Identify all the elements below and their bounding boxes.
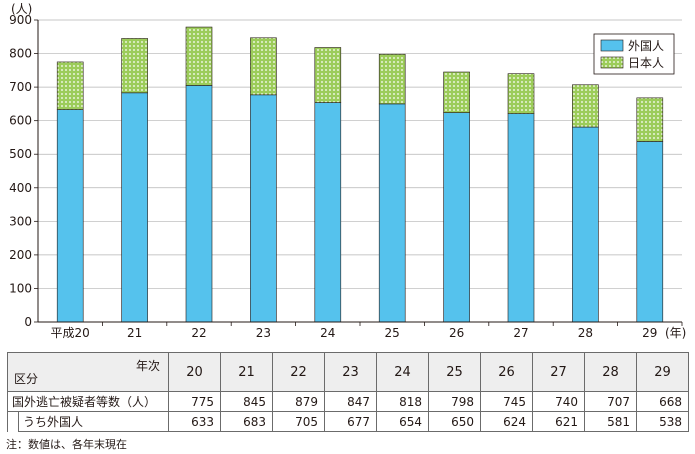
bar-japanese bbox=[56, 61, 84, 110]
bar-foreigner bbox=[56, 109, 84, 323]
table-corner-cell: 年次 区分 bbox=[7, 352, 169, 392]
year-header: 27 bbox=[532, 352, 585, 392]
y-tick-label: 100 bbox=[9, 281, 32, 295]
x-tick-label: 27 bbox=[513, 326, 528, 340]
table-header-row: 年次 区分 20 21 22 23 24 25 26 27 28 29 bbox=[7, 352, 689, 392]
x-tick-label: 平成20 bbox=[51, 326, 90, 340]
header-year-label: 年次 bbox=[135, 359, 160, 373]
year-header: 20 bbox=[168, 352, 221, 392]
row-label-foreigner: うち外国人 bbox=[18, 411, 169, 432]
data-table: 年次 区分 20 21 22 23 24 25 26 27 28 29 国外逃亡… bbox=[7, 352, 689, 432]
header-category-label: 区分 bbox=[14, 372, 39, 386]
table-cell: 745 bbox=[480, 391, 533, 412]
y-tick-label: 300 bbox=[9, 214, 32, 228]
y-tick-label: 600 bbox=[9, 114, 32, 128]
bar-foreigner bbox=[507, 113, 535, 323]
x-tick-label: 26 bbox=[449, 326, 464, 340]
y-tick-label: 400 bbox=[9, 181, 32, 195]
table-cell: 581 bbox=[584, 411, 637, 432]
table-cell: 798 bbox=[428, 391, 481, 412]
table-cell: 705 bbox=[272, 411, 325, 432]
year-header: 29 bbox=[636, 352, 689, 392]
table-cell: 668 bbox=[636, 391, 689, 412]
row-indent-spacer bbox=[7, 411, 19, 432]
table-cell: 683 bbox=[220, 411, 273, 432]
table-cell: 538 bbox=[636, 411, 689, 432]
table-cell: 818 bbox=[376, 391, 429, 412]
year-header: 28 bbox=[584, 352, 637, 392]
x-unit-label: (年) bbox=[665, 326, 686, 340]
x-tick-label: 23 bbox=[256, 326, 271, 340]
row-label-total: 国外逃亡被疑者等数（人） bbox=[7, 391, 169, 412]
y-tick-label: 900 bbox=[9, 13, 32, 27]
x-tick-label: 29 bbox=[642, 326, 657, 340]
y-tick-label: 500 bbox=[9, 147, 32, 161]
table-cell: 775 bbox=[168, 391, 221, 412]
x-tick-label: 24 bbox=[320, 326, 335, 340]
y-tick-label: 0 bbox=[24, 315, 32, 329]
y-tick-label: 200 bbox=[9, 248, 32, 262]
x-tick-label: 28 bbox=[578, 326, 593, 340]
x-tick-label: 22 bbox=[191, 326, 206, 340]
year-header: 22 bbox=[272, 352, 325, 392]
bar-foreigner bbox=[572, 126, 599, 323]
bar-foreigner bbox=[378, 103, 406, 323]
y-tick-label: 800 bbox=[9, 47, 32, 61]
bar-japanese bbox=[185, 26, 213, 86]
bar-japanese bbox=[314, 47, 342, 103]
footnote: 注：数値は、各年末現在 bbox=[6, 438, 127, 451]
bar-foreigner bbox=[314, 102, 342, 323]
bar-foreigner bbox=[185, 85, 213, 323]
x-tick-label: 25 bbox=[385, 326, 400, 340]
bar-japanese bbox=[507, 73, 535, 114]
table-cell: 650 bbox=[428, 411, 481, 432]
table-cell: 624 bbox=[480, 411, 533, 432]
bar-foreigner bbox=[443, 112, 470, 323]
legend-label-japanese: 日本人 bbox=[628, 56, 664, 70]
legend-label-foreigner: 外国人 bbox=[628, 39, 664, 53]
legend: 外国人 日本人 bbox=[593, 33, 675, 75]
table-cell: 677 bbox=[324, 411, 377, 432]
bar-foreigner bbox=[250, 94, 277, 323]
bar-foreigner bbox=[636, 141, 664, 323]
table-row-total: 国外逃亡被疑者等数（人） 775 845 879 847 818 798 745… bbox=[7, 391, 689, 412]
table-cell: 633 bbox=[168, 411, 221, 432]
bar-japanese bbox=[443, 71, 470, 113]
year-header: 24 bbox=[376, 352, 429, 392]
table-cell: 847 bbox=[324, 391, 377, 412]
table-cell: 879 bbox=[272, 391, 325, 412]
bar-japanese bbox=[250, 37, 277, 96]
legend-swatch-foreigner bbox=[600, 39, 624, 52]
stacked-bar-chart: 0 100 200 300 400 500 600 700 800 900 平成20 21 22 23 2… bbox=[9, 2, 686, 340]
year-header: 21 bbox=[220, 352, 273, 392]
bar-foreigner bbox=[121, 92, 148, 323]
table-cell: 654 bbox=[376, 411, 429, 432]
bar-japanese bbox=[572, 84, 599, 128]
year-header: 25 bbox=[428, 352, 481, 392]
table-row-foreigner: うち外国人 633 683 705 677 654 650 624 621 58… bbox=[7, 411, 689, 432]
y-unit-label: (人) bbox=[11, 2, 32, 16]
bar-japanese bbox=[121, 38, 148, 94]
y-tick-label: 700 bbox=[9, 80, 32, 94]
table-cell: 740 bbox=[532, 391, 585, 412]
legend-swatch-japanese bbox=[600, 56, 624, 69]
year-header: 23 bbox=[324, 352, 377, 392]
bar-japanese bbox=[378, 53, 406, 105]
year-header: 26 bbox=[480, 352, 533, 392]
x-tick-label: 21 bbox=[127, 326, 142, 340]
table-cell: 845 bbox=[220, 391, 273, 412]
table-cell: 707 bbox=[584, 391, 637, 412]
table-cell: 621 bbox=[532, 411, 585, 432]
bar-japanese bbox=[636, 97, 664, 142]
